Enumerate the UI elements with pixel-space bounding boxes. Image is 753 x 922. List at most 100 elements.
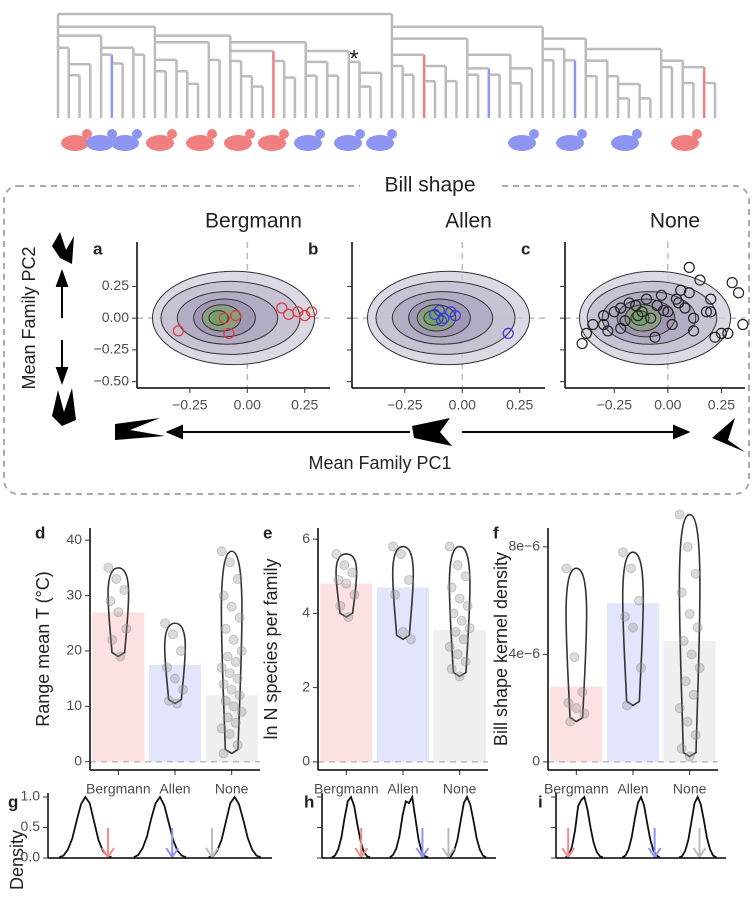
point — [684, 751, 695, 762]
bird — [294, 135, 322, 151]
y-tick-label: 0 — [302, 753, 310, 769]
violin — [335, 553, 358, 619]
point — [292, 306, 304, 318]
point — [502, 327, 514, 340]
point — [162, 662, 172, 673]
bird — [671, 135, 699, 151]
density-curve — [678, 794, 717, 859]
bird — [146, 135, 174, 151]
density-curve — [331, 795, 371, 859]
point — [341, 578, 352, 589]
point — [234, 612, 245, 623]
point — [662, 306, 674, 318]
point — [700, 306, 713, 318]
point — [682, 541, 693, 552]
point — [222, 651, 233, 662]
bird-head — [315, 129, 325, 139]
point — [113, 607, 124, 618]
dashed-box — [3, 185, 750, 495]
point — [561, 563, 572, 574]
x-tick-label: 0.00 — [449, 397, 476, 413]
density-contour — [208, 310, 229, 326]
y-tick-label: 0.5 — [21, 818, 41, 834]
point — [160, 618, 170, 629]
point — [680, 676, 691, 687]
x-tick-label: −0.25 — [172, 397, 208, 413]
panel-letter: a — [93, 239, 103, 258]
point — [438, 312, 450, 324]
point — [705, 306, 717, 318]
y-tick-label: 0.0 — [21, 849, 41, 865]
y-axis-label: Range mean T (°C) — [33, 571, 53, 727]
point — [172, 698, 182, 709]
point — [444, 641, 455, 652]
point — [597, 318, 610, 331]
y-tick-label: 30 — [66, 586, 82, 602]
point — [228, 701, 239, 712]
point — [464, 623, 475, 634]
point — [636, 662, 646, 673]
point — [684, 609, 695, 620]
point — [454, 593, 465, 604]
bird-head — [632, 129, 642, 139]
violin — [163, 622, 187, 705]
observed-arrow-head — [415, 847, 430, 859]
point — [121, 623, 132, 634]
bird — [111, 135, 139, 151]
density-curve — [208, 795, 262, 859]
point — [460, 656, 471, 667]
point — [626, 563, 636, 574]
bird — [186, 135, 214, 151]
point — [406, 634, 416, 645]
violin — [220, 550, 243, 755]
y-tick-label: 0 — [532, 753, 540, 769]
y-tick-label: 2 — [302, 678, 310, 694]
point — [571, 703, 582, 714]
bird — [334, 135, 362, 151]
point — [446, 664, 457, 675]
point — [452, 560, 463, 571]
point — [666, 318, 678, 331]
point — [676, 743, 687, 754]
point — [111, 573, 122, 584]
bird — [556, 135, 584, 151]
point — [577, 687, 588, 698]
point — [580, 327, 593, 340]
point — [462, 600, 473, 611]
bird-head — [245, 129, 255, 139]
x-tick-label: −0.25 — [387, 397, 423, 413]
point — [107, 634, 118, 645]
panel-title: None — [650, 210, 700, 233]
observed-arrow-head — [561, 847, 576, 859]
panel-title: Bergmann — [205, 210, 302, 233]
observed-arrow-head — [647, 847, 662, 859]
panel-letter: h — [304, 792, 314, 811]
y-tick-label: 4 — [302, 604, 310, 620]
bird — [224, 135, 252, 151]
x-tick-label: 0.25 — [506, 397, 533, 413]
point — [349, 589, 360, 600]
bird-head — [355, 129, 365, 139]
y-tick-label: 40 — [66, 531, 82, 547]
point — [460, 571, 471, 582]
observed-arrow-head — [205, 847, 219, 859]
point — [670, 293, 683, 305]
x-tick-label: None — [443, 781, 477, 797]
point — [306, 306, 318, 318]
density-curve — [58, 795, 112, 859]
x-tick-label: 0.25 — [708, 397, 735, 413]
panel-letter: g — [8, 792, 18, 811]
point — [676, 587, 687, 598]
point — [224, 557, 235, 568]
point — [232, 673, 243, 684]
x-tick-label: Bergmann — [544, 781, 609, 797]
point — [454, 671, 465, 682]
point — [216, 546, 227, 557]
point — [333, 574, 344, 585]
point — [688, 689, 699, 700]
point — [608, 306, 620, 318]
point — [230, 310, 242, 322]
point — [683, 261, 695, 273]
point — [622, 700, 632, 711]
